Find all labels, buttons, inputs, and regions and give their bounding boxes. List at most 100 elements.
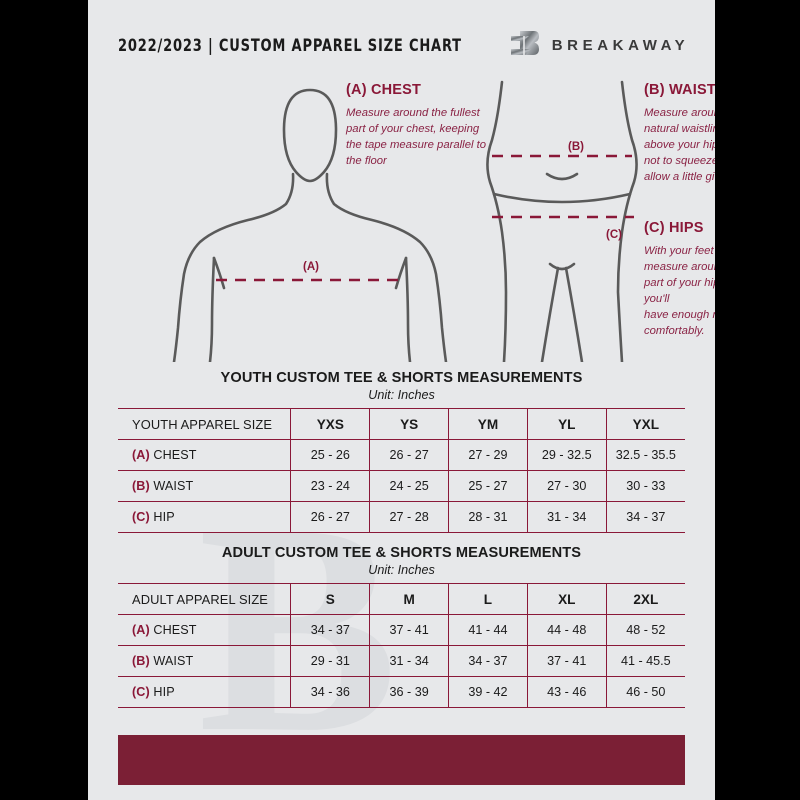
measurement-value-cell: 39 - 42 xyxy=(448,676,528,708)
measurement-value-cell: 25 - 27 xyxy=(448,470,528,502)
measurement-value-cell: 25 - 26 xyxy=(290,439,370,471)
page-title: 2022/2023 | CUSTOM APPAREL SIZE CHART xyxy=(118,35,462,55)
size-header-cell: YL xyxy=(526,408,607,440)
measurement-value-cell: 34 - 36 xyxy=(290,676,370,708)
waist-body-text: Measure around your natural waistline – … xyxy=(644,107,715,184)
size-header-cell: XL xyxy=(526,583,607,615)
page-header: 2022/2023 | CUSTOM APPAREL SIZE CHART BR… xyxy=(118,28,685,62)
table-row: (B) WAIST 29 - 31 31 - 34 34 - 37 37 - 41 41 … xyxy=(118,645,685,677)
measurement-value-cell: 27 - 30 xyxy=(526,470,607,502)
measurement-tag: (C) xyxy=(132,510,150,524)
measurement-value-cell: 34 - 37 xyxy=(448,645,528,677)
measurement-tag: (A) xyxy=(132,448,150,462)
size-header-cell: L xyxy=(448,583,528,615)
navel-line xyxy=(545,172,579,181)
brand-name: BREAKAWAY xyxy=(551,36,690,54)
hips-description-block: (C) HIPS With your feet together, measur… xyxy=(644,220,715,339)
table-header-row: YOUTH APPAREL SIZE YXS YS YM YL YXL xyxy=(118,408,685,440)
measurement-value-cell: 37 - 41 xyxy=(369,614,449,646)
size-header-cell: YM xyxy=(448,408,528,440)
left-inner-leg xyxy=(540,266,560,362)
body-figures: (A) (B) (C) xyxy=(172,80,638,362)
adult-size-table: ADULT APPAREL SIZE S M L XL 2XL (A) CHEST 34 - … xyxy=(118,583,685,708)
crotch-line xyxy=(548,262,576,271)
right-armpit-line xyxy=(394,256,408,290)
measurement-label-cell: (B) WAIST xyxy=(118,470,291,502)
measurement-value-cell: 26 - 27 xyxy=(290,501,370,533)
waist-description-block: (B) WAIST Measure around your natural wa… xyxy=(644,82,715,185)
measurement-value-cell: 23 - 24 xyxy=(290,470,370,502)
measurement-tag: (A) xyxy=(132,623,150,637)
left-shoulder-arm-outline xyxy=(172,172,295,362)
size-header-label: ADULT APPAREL SIZE xyxy=(118,583,291,615)
adult-table-unit: Unit: Inches xyxy=(368,563,435,577)
measurement-value-cell: 41 - 45.5 xyxy=(605,645,685,677)
brand-logo: BREAKAWAY xyxy=(509,29,690,61)
size-header-cell: 2XL xyxy=(605,583,685,615)
measurement-value-cell: 29 - 31 xyxy=(290,645,370,677)
measurement-value-cell: 48 - 52 xyxy=(605,614,685,646)
size-header-cell: YS xyxy=(369,408,449,440)
measurement-tag: (C) xyxy=(132,685,150,699)
size-chart-page: B 2022/2023 | CUSTOM APPAREL SIZE CHART xyxy=(88,0,715,800)
measurement-label-cell: (C) HIP xyxy=(118,676,291,708)
measurement-label-cell: (A) CHEST xyxy=(118,614,291,646)
size-header-cell: YXS xyxy=(290,408,370,440)
right-inner-leg xyxy=(564,266,584,362)
measurement-value-cell: 31 - 34 xyxy=(369,645,449,677)
chest-heading: (A) CHEST xyxy=(346,82,422,98)
measurement-value-cell: 31 - 34 xyxy=(526,501,607,533)
lower-left-side-outline xyxy=(486,80,508,362)
chest-body-text: Measure around the fullest part of your … xyxy=(346,107,487,168)
measurement-value-cell: 28 - 31 xyxy=(448,501,528,533)
measurement-value-cell: 27 - 28 xyxy=(369,501,449,533)
size-header-cell: S xyxy=(290,583,370,615)
youth-table-unit: Unit: Inches xyxy=(368,388,435,402)
hips-heading: (C) HIPS xyxy=(644,220,704,236)
youth-table-title: YOUTH CUSTOM TEE & SHORTS MEASUREMENTS xyxy=(220,370,583,386)
size-header-cell: YXL xyxy=(605,408,685,440)
left-armpit-line xyxy=(212,256,226,290)
size-header-cell: M xyxy=(369,583,449,615)
measurement-value-cell: 41 - 44 xyxy=(448,614,528,646)
measurement-illustrations: (A) (B) (C) (A) CHEST Measure around the… xyxy=(88,62,715,362)
lower-right-side-outline xyxy=(616,80,638,362)
measurement-tag: (B) xyxy=(132,479,150,493)
measurement-value-cell: 26 - 27 xyxy=(369,439,449,471)
table-header-row: ADULT APPAREL SIZE S M L XL 2XL xyxy=(118,583,685,615)
youth-size-table: YOUTH APPAREL SIZE YXS YS YM YL YXL (A) CHEST 2… xyxy=(118,408,685,533)
measurement-value-cell: 46 - 50 xyxy=(605,676,685,708)
measurement-value-cell: 29 - 32.5 xyxy=(526,439,607,471)
adult-size-table-section: ADULT CUSTOM TEE & SHORTS MEASUREMENTS U… xyxy=(118,545,685,708)
chest-label: (A) xyxy=(303,261,319,273)
measurement-tag: (B) xyxy=(132,654,150,668)
right-torso-line xyxy=(404,256,412,362)
measurement-value-cell: 24 - 25 xyxy=(369,470,449,502)
measurement-label-cell: (C) HIP xyxy=(118,501,291,533)
measurement-value-cell: 32.5 - 35.5 xyxy=(605,439,685,471)
head-outline xyxy=(282,88,338,183)
measurement-value-cell: 34 - 37 xyxy=(605,501,685,533)
breakaway-b-monogram-icon xyxy=(510,31,539,55)
measurement-value-cell: 30 - 33 xyxy=(605,470,685,502)
table-row: (C) HIP 26 - 27 27 - 28 28 - 31 31 - 34 34 - … xyxy=(118,501,685,533)
hips-body-text: With your feet together, measure around … xyxy=(644,245,715,338)
hip-curve-line xyxy=(492,192,632,204)
measurement-value-cell: 27 - 29 xyxy=(448,439,528,471)
waist-heading: (B) WAIST xyxy=(644,82,715,98)
hip-label: (C) xyxy=(606,229,622,241)
measurement-value-cell: 37 - 41 xyxy=(526,645,607,677)
left-torso-line xyxy=(208,256,216,362)
adult-table-title: ADULT CUSTOM TEE & SHORTS MEASUREMENTS xyxy=(221,545,582,561)
size-header-label: YOUTH APPAREL SIZE xyxy=(118,408,291,440)
measurement-value-cell: 44 - 48 xyxy=(526,614,607,646)
youth-size-table-section: YOUTH CUSTOM TEE & SHORTS MEASUREMENTS U… xyxy=(118,370,685,533)
table-row: (B) WAIST 23 - 24 24 - 25 25 - 27 27 - 30 30 … xyxy=(118,470,685,502)
table-row: (A) CHEST 25 - 26 26 - 27 27 - 29 29 - 32.5 3… xyxy=(118,439,685,471)
chest-description-block: (A) CHEST Measure around the fullest par… xyxy=(346,82,496,169)
measurement-label-cell: (B) WAIST xyxy=(118,645,291,677)
measurement-value-cell: 43 - 46 xyxy=(526,676,607,708)
right-shoulder-arm-outline xyxy=(325,172,448,362)
table-row: (C) HIP 34 - 36 36 - 39 39 - 42 43 - 46 46 - … xyxy=(118,676,685,708)
footer-bar xyxy=(118,735,685,785)
